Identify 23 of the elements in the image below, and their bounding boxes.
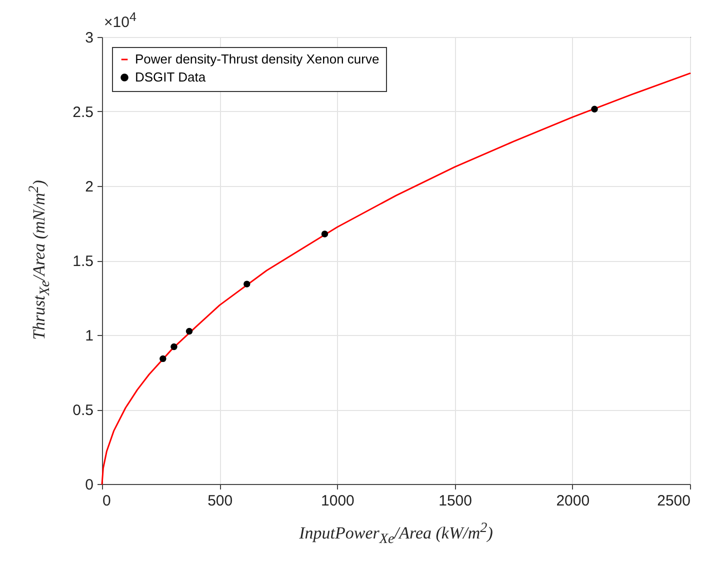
y-tick-label: 1.5 — [72, 253, 94, 270]
point — [244, 280, 250, 288]
legend-label: DSGIT Data — [135, 70, 206, 84]
point — [591, 106, 598, 112]
x-tick-label: 0 — [102, 492, 111, 510]
point — [170, 343, 178, 350]
legend-label: Power density-Thrust density Xenon curve — [135, 52, 380, 66]
y-tick-label: 2 — [85, 178, 94, 196]
point — [321, 230, 328, 238]
text: ×10$^{4}$ — [104, 10, 136, 31]
x-tick-label: 1500 — [438, 492, 472, 510]
x-axis-title: InputPower$_{Xe}$/Area (kW/m$^{2}$) — [299, 520, 493, 548]
y-tick-label: 1 — [85, 328, 94, 344]
x-tick-label: 2000 — [556, 492, 590, 510]
x-tick-label: 2500 — [657, 492, 690, 510]
y-tick-label: 0.5 — [72, 402, 94, 419]
x-tick-label: 1000 — [321, 492, 354, 510]
point — [186, 328, 193, 335]
y-tick-label: 3 — [85, 30, 94, 46]
x-tick-label: 500 — [208, 492, 233, 510]
y-tick-label: 0 — [85, 476, 94, 494]
y-tick-label: 2.5 — [72, 104, 94, 121]
point — [160, 355, 166, 362]
